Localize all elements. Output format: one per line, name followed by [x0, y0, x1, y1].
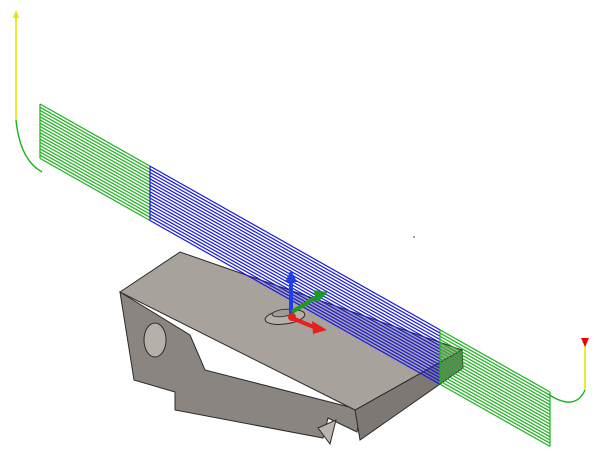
toolpath-pass-right	[439, 364, 551, 428]
toolpath-pass-right	[439, 348, 551, 412]
toolpath-pass-cutting	[149, 191, 441, 357]
toolpath-pass-left	[39, 106, 151, 170]
toolpath-pass-right	[439, 370, 551, 435]
toolpath-pass-cutting	[149, 213, 441, 379]
toolpath-pass-right	[439, 380, 551, 444]
xyz-axes-icon[interactable]	[285, 270, 328, 334]
toolpath-pass-right	[439, 342, 551, 406]
toolpath-pass-left	[39, 132, 151, 196]
toolpath-pass-cutting	[149, 181, 441, 347]
toolpath-pass-left	[39, 151, 151, 215]
toolpath-pass-left	[39, 157, 151, 222]
toolpath-pass-cutting	[149, 207, 441, 373]
toolpath-pass-left	[39, 116, 151, 180]
toolpath-pass-right	[439, 383, 551, 447]
toolpath-pass-cutting	[149, 216, 441, 382]
lead-out-arc	[547, 389, 586, 403]
toolpath-pass-right	[439, 377, 551, 441]
toolpath-pass-right	[439, 351, 551, 415]
y-axis-arrowhead	[313, 290, 328, 302]
toolpath-pass-left	[39, 148, 151, 212]
toolpath-pass-cutting	[149, 200, 441, 366]
toolpath-pass-cutting	[149, 210, 441, 376]
toolpath-pass-cutting	[149, 178, 441, 344]
toolpath-pass-left	[39, 129, 151, 193]
toolpath-pass-left	[39, 113, 151, 177]
lead-out-path[interactable]	[547, 338, 589, 403]
toolpath-pass-cutting	[149, 187, 441, 353]
toolpath-pass-cutting	[149, 165, 441, 331]
y-axis-icon	[290, 294, 320, 314]
z-axis-arrowhead	[285, 270, 297, 282]
toolpath-pass-left	[39, 119, 151, 183]
toolpath-pass-cutting	[149, 168, 441, 334]
toolpath-pass-left	[39, 154, 151, 218]
part-top-face	[119, 251, 464, 411]
toolpath-pass-right	[439, 358, 551, 422]
toolpath-pass-right	[439, 332, 551, 396]
toolpath-pass-cutting	[149, 194, 441, 360]
view-speck	[413, 236, 415, 238]
entry-arrow-icon	[13, 10, 19, 18]
toolpath-cutting-passes[interactable]	[149, 165, 441, 385]
toolpath-pass-cutting	[149, 175, 441, 341]
toolpath-pass-right	[439, 374, 551, 438]
toolpath-pass-right	[439, 367, 551, 431]
toolpath-pass-right	[439, 329, 551, 393]
toolpath-pass-right	[439, 345, 551, 409]
triad-origin	[288, 313, 296, 321]
toolpath-pass-right	[439, 354, 551, 419]
part-notch	[317, 419, 337, 446]
part-left-face	[119, 291, 362, 439]
toolpath-pass-right	[439, 335, 551, 399]
lead-in-arc	[15, 119, 43, 173]
toolpath-pass-cutting	[149, 184, 441, 350]
x-axis-arrowhead	[312, 321, 327, 334]
x-axis-icon	[291, 316, 317, 330]
toolpath-pass-left	[39, 125, 151, 190]
toolpath-pass-right	[439, 338, 551, 403]
toolpath-pass-right	[439, 361, 551, 425]
toolpath-pass-left	[39, 145, 151, 209]
toolpath-pass-left	[39, 122, 151, 186]
toolpath-exit-passes[interactable]	[439, 329, 551, 447]
toolpath-pass-left	[39, 141, 151, 206]
toolpath-pass-cutting	[149, 219, 441, 385]
toolpath-outside-passes[interactable]	[39, 103, 151, 222]
part-side-bore	[143, 322, 167, 358]
toolpath-pass-left	[39, 109, 151, 174]
exit-arrow-icon	[581, 338, 589, 347]
toolpath-pass-left	[39, 103, 151, 167]
toolpath-pass-cutting	[149, 203, 441, 369]
lead-in-path[interactable]	[13, 10, 43, 173]
toolpath-pass-cutting	[149, 171, 441, 337]
toolpath-pass-left	[39, 138, 151, 202]
toolpath-pass-left	[39, 135, 151, 199]
